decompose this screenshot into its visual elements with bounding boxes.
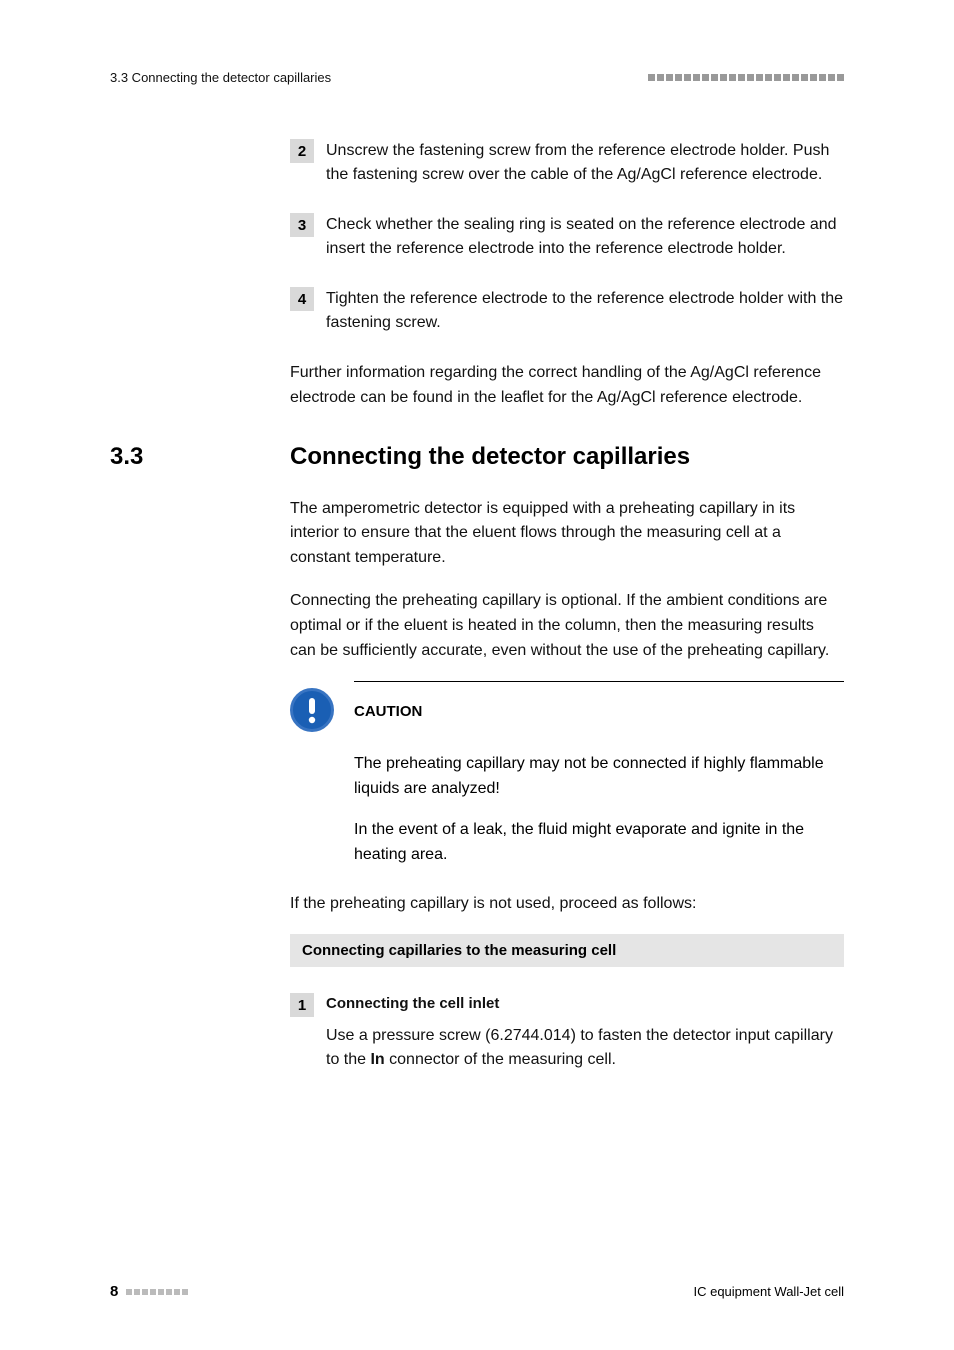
paragraph: Further information regarding the correc… (290, 361, 844, 411)
page-number: 8 (110, 1283, 118, 1300)
page-header: 3.3 Connecting the detector capillaries (110, 70, 844, 85)
step-subtitle: Connecting the cell inlet (326, 993, 844, 1016)
section-heading: 3.3 Connecting the detector capillaries (110, 443, 844, 471)
step-number: 4 (290, 287, 314, 311)
footer-decoration (126, 1289, 188, 1295)
header-section-ref: 3.3 Connecting the detector capillaries (110, 70, 331, 85)
caution-paragraph: The preheating capillary may not be conn… (354, 752, 844, 802)
paragraph: Connecting the preheating capillary is o… (290, 589, 844, 663)
step-text: Unscrew the fastening screw from the ref… (326, 139, 844, 187)
section-number: 3.3 (110, 443, 290, 471)
step-item: 4 Tighten the reference electrode to the… (290, 287, 844, 335)
paragraph: The amperometric detector is equipped wi… (290, 497, 844, 571)
section-title: Connecting the detector capillaries (290, 443, 690, 471)
caution-label: CAUTION (354, 695, 422, 720)
caution-paragraph: In the event of a leak, the fluid might … (354, 818, 844, 868)
step-item: 3 Check whether the sealing ring is seat… (290, 213, 844, 261)
paragraph: If the preheating capillary is not used,… (290, 892, 844, 917)
step-number: 2 (290, 139, 314, 163)
step-number: 3 (290, 213, 314, 237)
caution-box: CAUTION The preheating capillary may not… (354, 681, 844, 867)
step-number: 1 (290, 993, 314, 1017)
step-item: 1 Connecting the cell inlet Use a pressu… (290, 993, 844, 1072)
step-text: Tighten the reference electrode to the r… (326, 287, 844, 335)
step-text: Connecting the cell inlet Use a pressure… (326, 993, 844, 1072)
footer-doc-title: IC equipment Wall-Jet cell (693, 1284, 844, 1299)
step-body: Use a pressure screw (6.2744.014) to fas… (326, 1024, 844, 1072)
step-text: Check whether the sealing ring is seated… (326, 213, 844, 261)
page-footer: 8 IC equipment Wall-Jet cell (110, 1283, 844, 1300)
caution-icon (290, 688, 334, 732)
header-decoration (648, 74, 844, 81)
procedure-title: Connecting capillaries to the measuring … (290, 934, 844, 967)
step-item: 2 Unscrew the fastening screw from the r… (290, 139, 844, 187)
